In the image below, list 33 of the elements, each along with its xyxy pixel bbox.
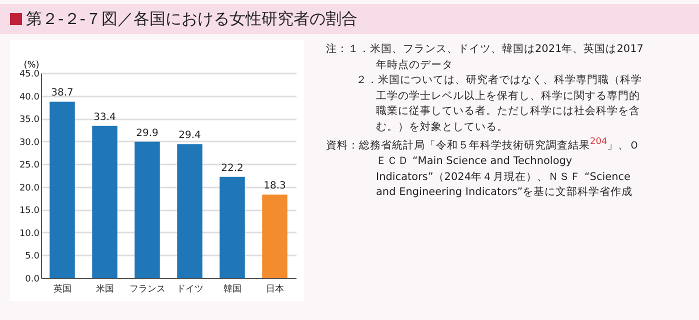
data-label: 22.2 (221, 162, 244, 174)
y-tick-label: 10.0 (19, 228, 40, 239)
y-tick-label: 45.0 (19, 70, 40, 80)
y-tick-label: 30.0 (19, 138, 40, 148)
data-label: 33.4 (94, 112, 116, 123)
bar (177, 144, 202, 278)
data-label: 18.3 (264, 180, 286, 192)
x-tick-label: 米国 (96, 284, 114, 294)
bar (50, 102, 75, 278)
x-tick-label: ドイツ (176, 284, 204, 294)
text: 資料：総務省統計局「令和５年科学技術研究調査結果$^{204}$」、ＯＥＣＤ “Main Science and Technology Indicators”（2024年４月現在）、ＮＳＦ “Science and Engineering Indicators”を基に文部科学省作成 (326, 137, 640, 198)
x-tick-label: 日本 (266, 284, 284, 294)
data-label: 38.7 (51, 88, 74, 99)
x-tick-label: 韓国 (223, 284, 242, 294)
bar (220, 176, 245, 278)
y-tick-label: 25.0 (19, 160, 40, 171)
text: 注：１．米国、フランス、ドイツ、韓国は2021年、英国は2017年時点のデータ (326, 42, 644, 72)
y-tick-label: 15.0 (19, 206, 40, 216)
x-tick-label: 英国 (53, 284, 72, 294)
y-axis-title: (%) (24, 60, 40, 70)
x-tick-label: フランス (129, 284, 166, 294)
y-tick-label: 40.0 (19, 92, 40, 102)
data-label: 29.4 (178, 130, 201, 142)
y-tick-label: 35.0 (19, 115, 40, 126)
y-tick-label: 0.0 (25, 274, 40, 284)
bar (134, 142, 160, 278)
text: ２．米国については、研究者ではなく、科学専門職（科学工学の学士レベル以上を保有し、科学に関する専門的職業に従事している者。ただし科学には社会科学を含む。）を対象としている。 (355, 73, 643, 134)
bar (92, 126, 118, 278)
data-label: 29.9 (136, 128, 158, 139)
chart-title: 第２-２-７図／各国における女性研究者の割合 (26, 8, 358, 30)
bar (262, 194, 288, 278)
y-tick-label: 20.0 (19, 183, 40, 194)
y-tick-label: 5.0 (25, 252, 40, 262)
